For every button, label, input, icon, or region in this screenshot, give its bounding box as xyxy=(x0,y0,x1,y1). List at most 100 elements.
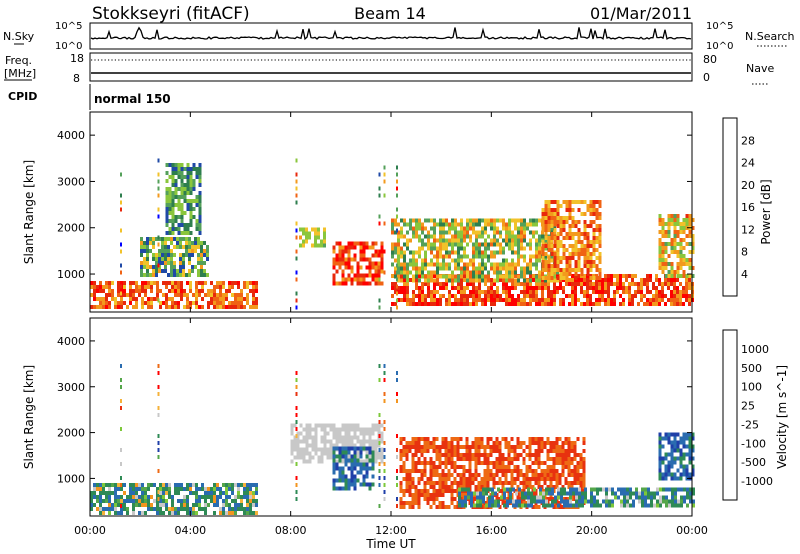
data-cell-6 xyxy=(445,250,448,255)
data-cell-8 xyxy=(691,217,695,222)
data-cell-6 xyxy=(466,266,469,271)
data-cell-0 xyxy=(174,301,177,305)
data-cell-0 xyxy=(225,305,228,309)
data-cell-0 xyxy=(237,285,240,289)
data-cell-3 xyxy=(441,461,445,466)
data-cell-5 xyxy=(532,298,535,302)
data-cell-1 xyxy=(158,261,162,265)
data-cell-3 xyxy=(498,465,502,470)
data-cell-4 xyxy=(380,265,384,270)
data-cell-5 xyxy=(406,286,409,290)
data-cell-5 xyxy=(607,294,610,298)
data-cell-5 xyxy=(565,282,568,286)
data-cell-2 xyxy=(332,458,336,463)
data-cell-3 xyxy=(483,461,487,466)
scatter-cell xyxy=(157,433,160,438)
data-cell-4 xyxy=(374,281,378,286)
data-cell-3 xyxy=(411,457,415,462)
data-cell-6 xyxy=(433,230,436,235)
data-cell-1 xyxy=(170,249,174,253)
data-cell-5 xyxy=(688,432,692,437)
data-cell-0 xyxy=(228,483,231,487)
data-cell-0 xyxy=(246,487,249,491)
data-cell-4 xyxy=(685,495,689,500)
data-cell-3 xyxy=(483,453,487,458)
data-cell-2 xyxy=(165,186,169,191)
data-cell-1 xyxy=(185,253,189,257)
data-cell-6 xyxy=(451,270,454,275)
data-cell-1 xyxy=(200,257,204,261)
data-cell-8 xyxy=(682,229,686,234)
data-cell-3 xyxy=(432,501,436,506)
data-cell-8 xyxy=(664,249,668,254)
data-cell-6 xyxy=(442,266,445,271)
data-cell-0 xyxy=(141,511,144,515)
data-cell-7 xyxy=(547,264,551,268)
data-cell-0 xyxy=(93,293,96,297)
data-cell-7 xyxy=(541,228,545,232)
data-cell-3 xyxy=(411,469,415,474)
data-cell-4 xyxy=(688,491,692,496)
data-cell-4 xyxy=(610,487,614,492)
data-cell-5 xyxy=(541,282,544,286)
data-cell-7 xyxy=(577,240,581,244)
data-cell-1 xyxy=(374,447,378,452)
data-cell-5 xyxy=(637,282,640,286)
data-cell-0 xyxy=(102,301,105,305)
data-cell-6 xyxy=(499,250,502,255)
data-cell-7 xyxy=(580,212,584,216)
data-cell-7 xyxy=(577,248,581,252)
data-cell-5 xyxy=(439,286,442,290)
data-cell-2 xyxy=(338,466,342,471)
data-cell-1 xyxy=(326,451,330,456)
data-cell-1 xyxy=(356,439,360,444)
data-cell-0 xyxy=(141,289,144,293)
data-cell-6 xyxy=(439,254,442,259)
data-cell-5 xyxy=(547,286,550,290)
data-cell-6 xyxy=(490,242,493,247)
data-cell-2 xyxy=(347,458,351,463)
data-cell-6 xyxy=(463,250,466,255)
data-cell-3 xyxy=(552,465,556,470)
data-cell-1 xyxy=(188,269,192,273)
data-cell-4 xyxy=(625,499,629,504)
data-cell-3 xyxy=(492,461,496,466)
data-cell-2 xyxy=(371,454,375,459)
data-cell-1 xyxy=(356,427,360,432)
data-cell-0 xyxy=(255,487,258,491)
data-cell-7 xyxy=(592,244,596,248)
data-cell-6 xyxy=(517,254,520,259)
data-cell-5 xyxy=(658,436,662,441)
data-cell-2 xyxy=(165,202,169,207)
data-cell-6 xyxy=(448,230,451,235)
data-cell-6 xyxy=(505,242,508,247)
data-cell-3 xyxy=(543,441,547,446)
data-cell-6 xyxy=(433,242,436,247)
data-cell-2 xyxy=(350,470,354,475)
data-cell-3 xyxy=(450,481,454,486)
data-cell-4 xyxy=(634,491,638,496)
data-cell-4 xyxy=(347,245,351,250)
data-cell-5 xyxy=(490,298,493,302)
data-cell-3 xyxy=(474,461,478,466)
data-cell-0 xyxy=(96,487,99,491)
data-cell-0 xyxy=(126,499,129,503)
data-cell-8 xyxy=(661,229,665,234)
data-cell-5 xyxy=(670,476,674,481)
data-cell-0 xyxy=(147,281,150,285)
data-cell-5 xyxy=(688,460,692,465)
data-cell-0 xyxy=(99,495,102,499)
data-cell-1 xyxy=(344,443,348,448)
data-cell-6 xyxy=(523,218,526,223)
data-cell-6 xyxy=(463,254,466,259)
data-cell-6 xyxy=(409,226,412,231)
data-cell-2 xyxy=(186,186,190,191)
data-cell-0 xyxy=(255,289,258,293)
data-cell-3 xyxy=(492,485,496,490)
data-cell-8 xyxy=(664,245,668,250)
data-cell-0 xyxy=(96,507,99,511)
data-cell-4 xyxy=(628,495,632,500)
data-cell-6 xyxy=(460,226,463,231)
data-cell-2 xyxy=(189,182,193,187)
data-cell-5 xyxy=(592,282,595,286)
